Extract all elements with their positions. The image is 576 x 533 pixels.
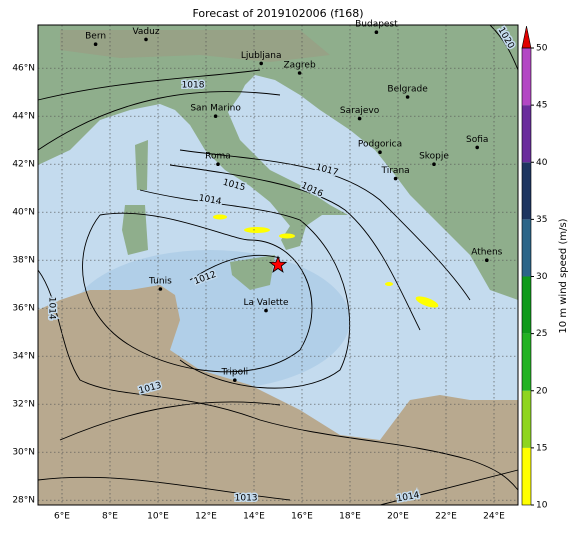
colorbar-tick-label: 15 <box>536 443 547 453</box>
city-label: Zagreb <box>284 61 316 71</box>
isobar-label: 1014 <box>46 297 56 320</box>
city-label: Ljubljana <box>241 51 282 61</box>
title: Forecast of 2019102006 (f168) <box>192 7 363 20</box>
city-label: Sarajevo <box>340 106 380 116</box>
isobars <box>37 24 519 506</box>
city-dot <box>374 30 379 34</box>
city-dot <box>233 378 237 383</box>
isobar-label: 1013 <box>235 494 258 504</box>
y-tick-label: 36°N <box>12 304 35 314</box>
location-marker <box>268 255 288 273</box>
city-dot <box>475 145 480 150</box>
colorbar-segment <box>522 219 531 277</box>
city-dot <box>393 176 398 181</box>
x-tick-label: 16°E <box>291 512 313 522</box>
isobar-label: 1018 <box>182 81 205 91</box>
colorbar-segment <box>522 105 531 163</box>
map-frame <box>37 24 519 506</box>
city-label: Tripoli <box>220 368 248 378</box>
colorbar-tick-label: 50 <box>536 44 548 54</box>
city-label: Vaduz <box>132 27 159 37</box>
colorbar-tick-label: 40 <box>536 158 548 168</box>
x-tick-label: 12°E <box>195 512 217 522</box>
y-tick-label: 28°N <box>12 496 35 506</box>
colorbar-segment <box>522 48 531 106</box>
colorbar-extension <box>521 25 532 49</box>
colorbar-tick-label: 45 <box>536 101 547 111</box>
colorbar-segment <box>522 447 531 505</box>
city-dot <box>432 162 436 166</box>
x-tick-label: 14°E <box>243 512 265 522</box>
city-dot <box>158 287 163 291</box>
colorbar-label: 10 m wind speed (m/s) <box>558 218 569 333</box>
city-label: Tirana <box>381 166 410 176</box>
x-tick-label: 22°E <box>435 512 457 522</box>
x-tick-label: 24°E <box>483 512 505 522</box>
city-label: Podgorica <box>358 140 402 150</box>
city-dot <box>213 114 218 118</box>
city-label: Skopje <box>419 152 449 162</box>
city-label: Belgrade <box>387 85 428 95</box>
city-dot <box>405 95 410 99</box>
y-tick-label: 40°N <box>12 208 35 218</box>
y-tick-label: 32°N <box>12 400 35 410</box>
city-label: Roma <box>205 152 231 162</box>
colorbar-segment <box>522 390 531 448</box>
city-label: Sofia <box>466 135 488 145</box>
city-label: Budapest <box>355 20 398 30</box>
x-tick-label: 6°E <box>54 512 70 522</box>
city-dot <box>378 150 382 154</box>
colorbar-tick-label: 30 <box>536 272 548 282</box>
city-dot <box>485 258 489 263</box>
y-tick-label: 38°N <box>12 256 35 266</box>
x-tick-label: 20°E <box>387 512 409 522</box>
city-dot <box>216 162 220 166</box>
colorbar-segment <box>522 276 531 334</box>
y-tick-label: 30°N <box>12 448 35 458</box>
colorbar-tick-label: 25 <box>536 329 547 339</box>
city-dot <box>297 71 302 75</box>
colorbar: 10 15 20 25 30 35 40 45 50 <box>521 25 548 511</box>
city-label: La Valette <box>244 298 289 308</box>
city-label: San Marino <box>190 104 241 114</box>
city-dot <box>259 61 264 66</box>
city-label: Bern <box>85 32 106 42</box>
colorbar-tick-label: 20 <box>536 386 548 396</box>
city-dot <box>264 308 268 313</box>
city-label: Tunis <box>148 277 172 287</box>
y-tick-label: 46°N <box>12 64 35 74</box>
colorbar-tick-label: 35 <box>536 215 547 225</box>
y-tick-label: 44°N <box>12 112 35 122</box>
y-tick-label: 42°N <box>12 160 35 170</box>
x-tick-label: 10°E <box>147 512 169 522</box>
city-dot <box>93 42 98 46</box>
colorbar-tick-label: 10 <box>536 501 548 511</box>
city-dot <box>144 37 148 42</box>
x-tick-label: 18°E <box>339 512 361 522</box>
colorbar-segment <box>522 333 531 391</box>
city-label: Athens <box>471 248 502 258</box>
city-dot <box>357 116 362 121</box>
y-tick-label: 34°N <box>12 352 35 362</box>
x-tick-label: 8°E <box>102 512 118 522</box>
colorbar-segment <box>522 162 531 220</box>
